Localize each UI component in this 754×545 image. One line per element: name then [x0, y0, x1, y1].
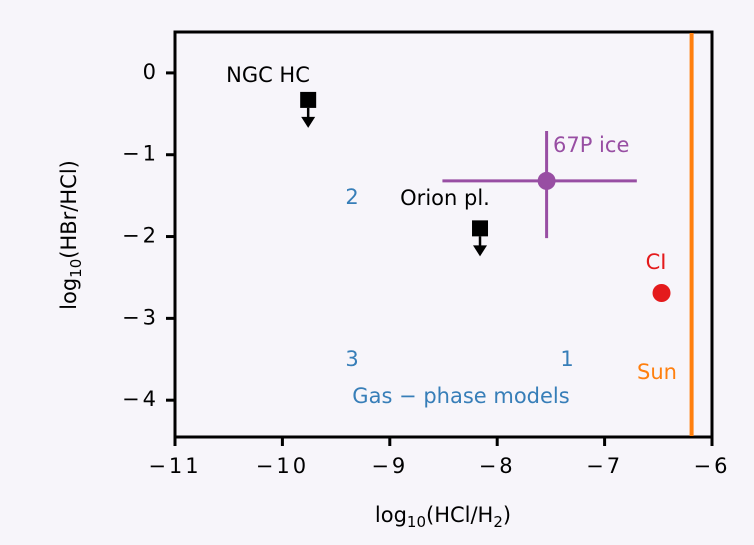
x-axis-label: log10(HCl/H2): [375, 503, 511, 531]
limit-arrowhead: [473, 245, 488, 257]
point: [300, 91, 317, 108]
y-tick-label: −4: [122, 387, 159, 411]
x-tick-label: −8: [479, 454, 516, 478]
y-tick-label: −3: [122, 305, 159, 329]
point: [537, 171, 556, 190]
point-label: CI: [646, 250, 667, 274]
x-label-part: 10: [407, 513, 426, 531]
x-tick-label: −9: [371, 454, 408, 478]
x-tick-label: −10: [256, 454, 309, 478]
y-axis-label: log10(HBr/HCl): [57, 160, 85, 310]
annotation: Gas − phase models: [352, 384, 569, 408]
y-label-part: (HBr/HCl): [57, 160, 81, 259]
annotation: 2: [345, 185, 358, 209]
x-tick-label: −11: [148, 454, 201, 478]
x-label-part: log: [375, 503, 407, 527]
x-tick-label: −6: [694, 454, 731, 478]
y-tick-label: −1: [122, 142, 159, 166]
reference-label: Sun: [637, 360, 677, 384]
y-tick-label: 0: [143, 60, 159, 84]
x-label-part: ): [503, 503, 511, 527]
x-tick-label: −7: [586, 454, 623, 478]
point: [472, 220, 489, 237]
annotation: 1: [560, 347, 573, 371]
x-label-part: 2: [493, 513, 503, 531]
annotation: 3: [345, 347, 358, 371]
limit-arrowhead: [301, 116, 316, 128]
y-tick-label: −2: [122, 224, 159, 248]
x-label-part: (HCl/H: [426, 503, 493, 527]
point-label: NGC HC: [226, 63, 310, 87]
y-label-part: 10: [67, 259, 85, 278]
point: [652, 284, 671, 302]
point-label: Orion pl.: [400, 186, 490, 210]
point-label: 67P ice: [553, 133, 629, 157]
y-label-part: log: [57, 278, 81, 310]
plot-frame: [173, 30, 714, 439]
